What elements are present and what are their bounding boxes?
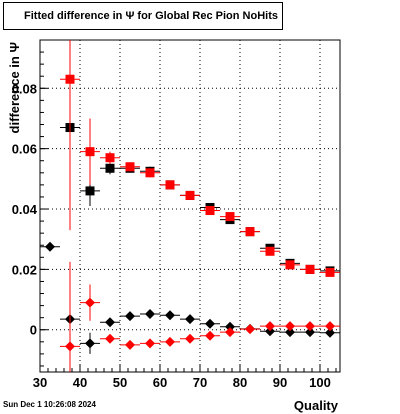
diamond-marker bbox=[205, 330, 215, 341]
diamond-marker bbox=[225, 321, 235, 332]
square-marker bbox=[245, 227, 255, 237]
chart-title: Fitted difference in Ψ for Global Rec Pi… bbox=[24, 10, 278, 22]
square-marker bbox=[165, 180, 175, 190]
diamond-marker bbox=[185, 333, 195, 344]
diamond-marker bbox=[305, 321, 315, 332]
diamond-marker bbox=[205, 318, 215, 329]
x-tick-label: 80 bbox=[233, 375, 247, 390]
diamond-marker bbox=[305, 327, 315, 338]
diamond-marker bbox=[45, 241, 55, 252]
y-tick-label: 0.08 bbox=[12, 81, 37, 96]
diamond-marker bbox=[265, 321, 275, 332]
chart-title-box: Fitted difference in Ψ for Global Rec Pi… bbox=[3, 2, 283, 30]
y-axis-title: difference in Ψ bbox=[7, 42, 22, 133]
diamond-marker bbox=[145, 309, 155, 320]
square-marker bbox=[105, 153, 115, 163]
x-tick-label: 50 bbox=[113, 375, 127, 390]
diamond-marker bbox=[165, 336, 175, 347]
diamond-marker bbox=[285, 321, 295, 332]
square-marker bbox=[65, 74, 75, 84]
x-tick-label: 60 bbox=[153, 375, 167, 390]
square-marker bbox=[205, 206, 215, 216]
x-tick-label: 90 bbox=[273, 375, 287, 390]
x-tick-label: 70 bbox=[193, 375, 207, 390]
diamond-marker bbox=[185, 314, 195, 325]
square-marker bbox=[325, 267, 335, 277]
timestamp: Sun Dec 1 10:26:08 2024 bbox=[3, 400, 96, 409]
x-tick-label: 30 bbox=[33, 375, 47, 390]
diamond-marker bbox=[225, 327, 235, 338]
square-marker bbox=[105, 163, 115, 173]
square-marker bbox=[305, 264, 315, 274]
y-tick-label: 0 bbox=[30, 323, 37, 338]
x-tick-label: 100 bbox=[309, 375, 331, 390]
y-tick-label: 0.06 bbox=[12, 142, 37, 157]
square-marker bbox=[265, 246, 275, 256]
grid-lines bbox=[40, 40, 340, 372]
square-marker bbox=[145, 168, 155, 178]
square-marker bbox=[85, 186, 95, 196]
x-axis-title: Quality bbox=[294, 398, 339, 413]
plot-frame bbox=[39, 39, 341, 373]
square-marker bbox=[285, 260, 295, 270]
diamond-marker bbox=[125, 311, 135, 322]
square-marker bbox=[85, 147, 95, 157]
diamond-marker bbox=[65, 341, 75, 352]
x-tick-label: 40 bbox=[73, 375, 87, 390]
data-series bbox=[40, 40, 340, 372]
diamond-marker bbox=[265, 326, 275, 337]
square-marker bbox=[185, 190, 195, 200]
diamond-marker bbox=[85, 297, 95, 308]
diamond-marker bbox=[325, 321, 335, 332]
diamond-marker bbox=[145, 338, 155, 349]
y-tick-label: 0.02 bbox=[12, 262, 37, 277]
diamond-marker bbox=[125, 339, 135, 350]
diamond-marker bbox=[285, 327, 295, 338]
y-tick-label: 0.04 bbox=[12, 202, 38, 217]
diamond-marker bbox=[165, 310, 175, 321]
square-marker bbox=[125, 162, 135, 172]
axis-ticks: 30 40 50 60 70 80 90 100 0 0.02 0.04 0.06 0.08 bbox=[12, 51, 337, 390]
square-marker bbox=[225, 212, 235, 222]
diamond-marker bbox=[105, 317, 115, 328]
diamond-marker bbox=[105, 333, 115, 344]
diamond-marker bbox=[245, 324, 255, 335]
diamond-marker bbox=[325, 327, 335, 338]
diamond-marker bbox=[85, 338, 95, 349]
